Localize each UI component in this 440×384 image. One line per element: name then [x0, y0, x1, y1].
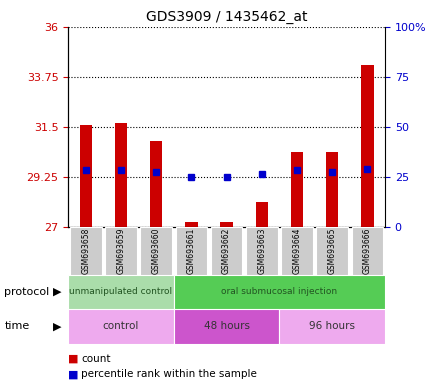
Bar — [80, 124, 92, 227]
Text: ■: ■ — [68, 354, 79, 364]
Bar — [246, 227, 278, 275]
Bar — [279, 309, 385, 344]
Bar — [68, 309, 174, 344]
Bar — [326, 152, 338, 227]
Text: time: time — [4, 321, 29, 331]
Bar — [68, 275, 174, 309]
Text: count: count — [81, 354, 111, 364]
Text: 48 hours: 48 hours — [204, 321, 249, 331]
Text: ▶: ▶ — [53, 287, 62, 297]
Bar — [140, 227, 172, 275]
Bar — [176, 227, 207, 275]
Bar — [174, 309, 279, 344]
Bar — [174, 275, 385, 309]
Bar — [281, 227, 313, 275]
Bar — [220, 222, 233, 227]
Text: GSM693661: GSM693661 — [187, 227, 196, 274]
Bar — [185, 222, 198, 227]
Text: protocol: protocol — [4, 287, 50, 297]
Text: unmanipulated control: unmanipulated control — [70, 287, 172, 296]
Bar — [150, 141, 162, 227]
Bar — [115, 123, 127, 227]
Text: GSM693658: GSM693658 — [81, 227, 90, 274]
Text: ■: ■ — [68, 369, 79, 379]
Bar — [70, 227, 102, 275]
Text: 96 hours: 96 hours — [309, 321, 355, 331]
Bar — [256, 202, 268, 227]
Text: control: control — [103, 321, 139, 331]
Text: GSM693663: GSM693663 — [257, 227, 266, 274]
Bar — [211, 227, 242, 275]
Bar — [291, 152, 303, 227]
Text: GSM693660: GSM693660 — [152, 227, 161, 274]
Text: GSM693662: GSM693662 — [222, 227, 231, 274]
Text: GSM693659: GSM693659 — [117, 227, 125, 274]
Text: GSM693666: GSM693666 — [363, 227, 372, 274]
Text: GSM693664: GSM693664 — [293, 227, 301, 274]
Bar — [316, 227, 348, 275]
Bar — [352, 227, 383, 275]
Text: ▶: ▶ — [53, 321, 62, 331]
Title: GDS3909 / 1435462_at: GDS3909 / 1435462_at — [146, 10, 308, 25]
Text: GSM693665: GSM693665 — [328, 227, 337, 274]
Text: percentile rank within the sample: percentile rank within the sample — [81, 369, 257, 379]
Bar — [361, 65, 374, 227]
Text: oral submucosal injection: oral submucosal injection — [221, 287, 337, 296]
Bar — [105, 227, 137, 275]
